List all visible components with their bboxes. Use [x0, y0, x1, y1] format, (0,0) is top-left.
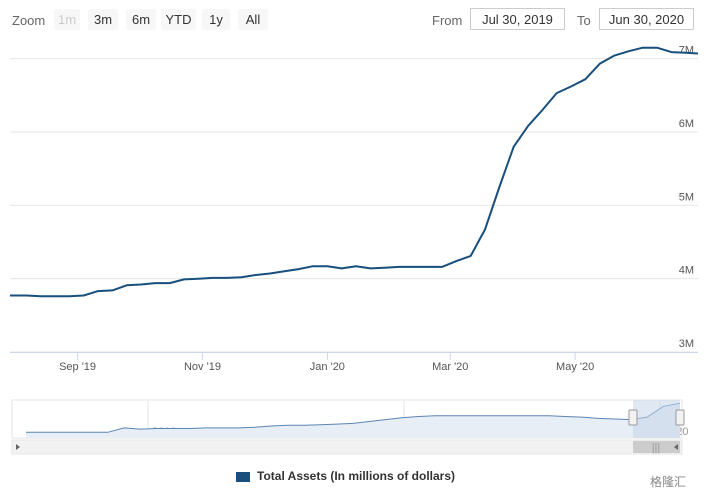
navigator-handle — [675, 409, 685, 426]
scrollbar-track — [11, 439, 683, 455]
scrollbar-thumb — [633, 441, 680, 453]
navigator-handle — [628, 409, 638, 426]
navigator-selection — [633, 400, 680, 438]
x-tick-label: Sep '19 — [59, 361, 96, 373]
y-axis: 3M 4M 5M 6M 7M — [679, 45, 694, 350]
navigator-line — [26, 402, 681, 433]
zoom-3m-button[interactable]: 3m — [88, 9, 118, 30]
y-tick-label: 6M — [679, 118, 694, 130]
series-line-total-assets — [10, 46, 699, 298]
y-tick-label: 3M — [679, 338, 694, 350]
zoom-ytd-button[interactable]: YTD — [161, 9, 196, 30]
navigator[interactable]: 201020152020||| — [11, 399, 688, 455]
zoom-1m-button[interactable]: 1m — [54, 9, 80, 30]
zoom-1y-button[interactable]: 1y — [202, 9, 230, 30]
x-tick-label: Jan '20 — [310, 361, 345, 373]
range-selector: Zoom 1m 3m 6m YTD 1y All From Jul 30, 20… — [0, 0, 721, 40]
to-date-input[interactable]: Jun 30, 2020 — [599, 8, 694, 30]
legend-label: Total Assets (In millions of dollars) — [257, 469, 456, 483]
scroll-right-icon — [674, 444, 678, 450]
x-axis: Sep '19 Nov '19 Jan '20 Mar '20 May '20 — [59, 352, 594, 373]
y-tick-label: 7M — [679, 45, 694, 57]
watermark-text: 格隆汇 — [650, 475, 687, 489]
legend-swatch — [236, 472, 250, 482]
zoom-label: Zoom — [12, 13, 46, 28]
zoom-6m-button[interactable]: 6m — [126, 9, 156, 30]
scrollbar-grip-icon: ||| — [652, 442, 661, 454]
scroll-left-icon — [16, 444, 20, 450]
y-tick-label: 5M — [679, 191, 694, 203]
series-layer — [10, 46, 699, 298]
to-label: To — [577, 13, 591, 28]
from-date-input[interactable]: Jul 30, 2019 — [470, 8, 565, 30]
from-label: From — [432, 13, 463, 28]
x-tick-label: Mar '20 — [432, 361, 468, 373]
grid-lines — [10, 58, 698, 353]
y-tick-label: 4M — [679, 265, 694, 277]
zoom-all-button[interactable]: All — [238, 9, 268, 30]
x-tick-label: May '20 — [556, 361, 594, 373]
x-tick-label: Nov '19 — [184, 361, 221, 373]
navigator-area — [26, 403, 680, 438]
